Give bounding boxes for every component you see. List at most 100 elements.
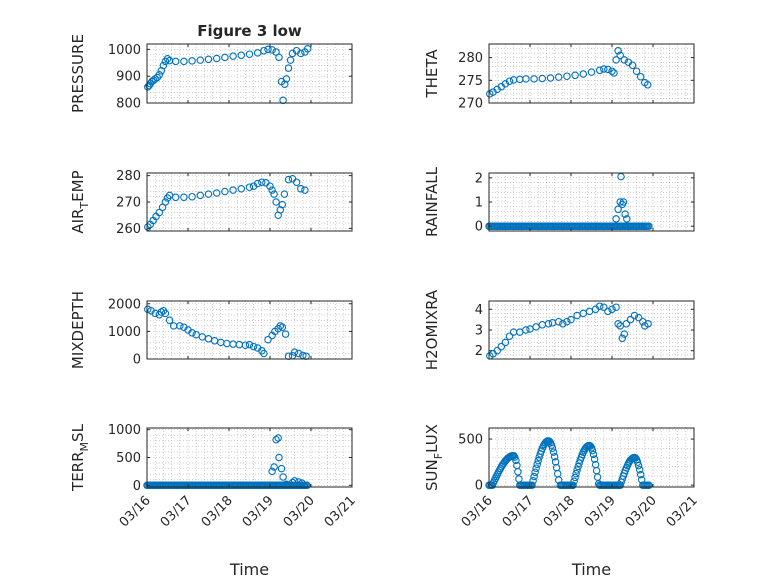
data-point — [505, 77, 514, 85]
data-point — [245, 50, 254, 58]
data-point — [180, 57, 188, 66]
series-points — [144, 45, 312, 105]
data-point — [631, 454, 640, 462]
y-tick-label: 1 — [475, 196, 483, 211]
data-point — [196, 191, 205, 200]
data-point — [621, 210, 629, 218]
y-axis-label: SUNFLUX — [423, 424, 445, 491]
data-point — [281, 80, 289, 88]
y-tick-label: 0 — [133, 353, 141, 368]
data-point — [554, 317, 563, 326]
data-point — [176, 322, 184, 330]
data-point — [644, 320, 652, 328]
data-point — [144, 305, 152, 314]
data-point — [636, 470, 645, 479]
y-tick-label: 1000 — [108, 43, 141, 58]
y-tick-label: 2 — [475, 171, 483, 186]
data-point — [229, 186, 237, 194]
data-point — [600, 65, 608, 73]
data-point — [264, 335, 272, 344]
data-point — [268, 467, 276, 476]
data-point — [570, 477, 578, 486]
panel-pressure: 800 900 1000 PRESSURE Figure 3 low — [69, 22, 353, 113]
minor-grid — [489, 301, 694, 360]
data-point — [497, 342, 506, 351]
data-point — [544, 320, 553, 328]
data-point — [614, 320, 622, 328]
data-point — [548, 444, 557, 452]
data-point — [546, 74, 555, 82]
panel-sunflux: 0 500 03/16 03/17 03/18 03/19 03/20 03/21 Time SU… — [423, 424, 701, 579]
axes-box — [488, 43, 695, 104]
x-tick-label: 03/20 — [281, 493, 318, 530]
data-point — [608, 67, 616, 75]
data-point — [264, 45, 272, 54]
data-point — [632, 67, 641, 75]
data-point — [512, 456, 520, 465]
data-point — [532, 464, 540, 472]
data-point — [571, 473, 579, 482]
data-point — [530, 472, 538, 481]
data-point — [634, 313, 643, 322]
data-point — [626, 315, 635, 324]
y-tick-label: 900 — [116, 70, 141, 85]
data-point — [549, 448, 558, 456]
data-point — [278, 323, 287, 331]
data-point — [630, 311, 639, 320]
data-point — [241, 341, 250, 349]
data-point — [529, 477, 537, 485]
y-tick-label: 270 — [116, 196, 141, 211]
data-point — [493, 346, 501, 355]
panel-mixdepth: 0 1000 2000 MIXDEPTH — [69, 291, 353, 369]
data-point — [159, 61, 168, 70]
data-point — [171, 193, 180, 202]
y-tick-label: 500 — [458, 433, 483, 448]
x-tick-label: 03/20 — [623, 493, 660, 530]
x-tick-label: 03/16 — [459, 493, 496, 530]
data-point — [275, 453, 283, 462]
data-point — [237, 51, 246, 60]
y-tick-label: 4 — [475, 303, 483, 318]
x-axis-label: Time — [229, 560, 269, 579]
data-point — [620, 330, 629, 338]
data-point — [268, 46, 276, 54]
data-point — [245, 340, 254, 349]
data-point — [161, 309, 170, 318]
data-point — [645, 222, 653, 230]
data-point — [588, 446, 597, 455]
data-point — [538, 74, 547, 83]
data-point — [161, 198, 170, 206]
data-point — [155, 208, 164, 217]
data-point — [563, 72, 571, 80]
x-tick-label: 03/16 — [117, 493, 154, 530]
data-point — [253, 179, 262, 188]
panel-h2omixra: 2 3 4 H2OMIXRA — [423, 289, 695, 370]
y-axis-label: TERRMSL — [69, 423, 91, 492]
data-point — [573, 466, 581, 474]
data-point — [229, 52, 237, 60]
data-point — [274, 434, 282, 442]
data-point — [547, 441, 556, 449]
data-point — [531, 468, 539, 477]
series-points — [485, 437, 653, 489]
data-point — [623, 215, 631, 223]
data-point — [280, 190, 289, 198]
y-tick-label: 2 — [475, 344, 483, 359]
data-point — [567, 315, 575, 324]
data-point — [590, 455, 599, 463]
y-tick-label: 3 — [475, 324, 483, 339]
data-point — [618, 334, 627, 343]
data-point — [510, 451, 518, 460]
y-tick-label: 260 — [116, 222, 141, 237]
data-point — [604, 65, 612, 74]
y-tick-label: 800 — [116, 97, 141, 112]
series-points — [485, 172, 653, 230]
y-axis-label: RAINFALL — [423, 166, 441, 237]
axes-box — [146, 300, 353, 360]
data-point — [505, 332, 514, 340]
data-point — [572, 469, 580, 478]
data-point — [530, 75, 538, 83]
series-points — [486, 302, 652, 360]
x-tick-label: 03/17 — [500, 493, 537, 530]
